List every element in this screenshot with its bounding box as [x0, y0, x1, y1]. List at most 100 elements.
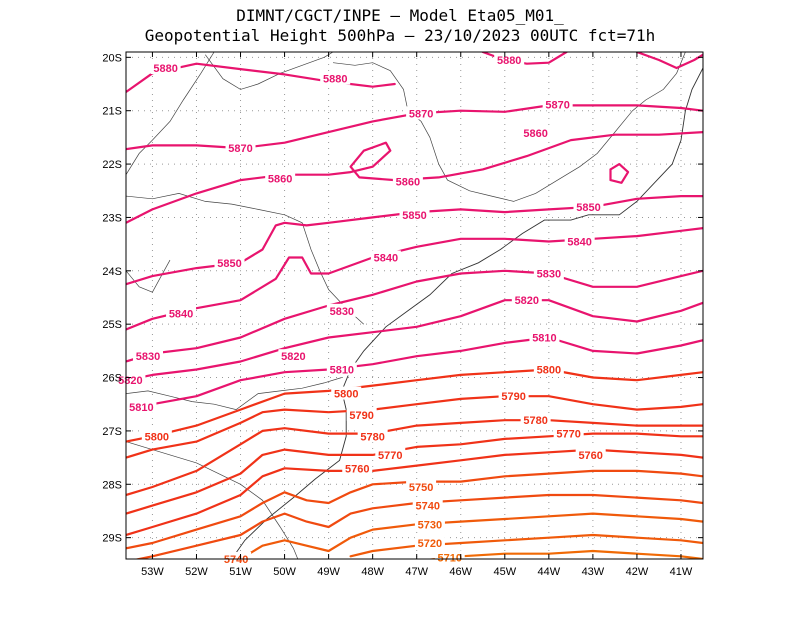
- contour-5820: [126, 299, 703, 382]
- contour-label-bg: [326, 303, 357, 317]
- contour-label-5780: 5780: [523, 415, 547, 427]
- contour-label-bg: [225, 141, 256, 155]
- contour-label-bg: [265, 171, 296, 185]
- contour-label-5840: 5840: [374, 252, 398, 264]
- contour-label-bg: [498, 389, 529, 403]
- contour-label-5830: 5830: [537, 268, 561, 280]
- contour-label-bg: [126, 399, 157, 413]
- contour-label-5870: 5870: [545, 99, 569, 111]
- lon-tick-label: 45W: [493, 566, 516, 578]
- contour-label-bg: [357, 429, 388, 443]
- contour-5860: [126, 131, 703, 224]
- geography-lines: [126, 52, 703, 559]
- contour-label-bg: [166, 306, 197, 320]
- contour-label-5800: 5800: [145, 431, 169, 443]
- contour-label-bg: [533, 362, 564, 376]
- contour-lines: [126, 52, 703, 559]
- contour-5710: [425, 549, 703, 559]
- contour-5830: [126, 269, 703, 363]
- contour-label-5740: 5740: [415, 501, 439, 513]
- contour-label-5790: 5790: [501, 391, 525, 403]
- contour-label-bg: [434, 550, 465, 564]
- contour-label-5790: 5790: [349, 410, 373, 422]
- contour-label-5860: 5860: [523, 128, 547, 140]
- contour-label-bg: [412, 498, 443, 512]
- contour-5860: [609, 163, 630, 184]
- lon-tick-label: 49W: [317, 566, 340, 578]
- contour-label-bg: [342, 461, 373, 475]
- map-title-line-1: DIMNT/CGCT/INPE — Model Eta05_M01_: [236, 6, 564, 25]
- contour-label-bg: [326, 362, 357, 376]
- contour-label-5740: 5740: [224, 554, 248, 566]
- contour-label-5770: 5770: [556, 429, 580, 441]
- contour-label-5780: 5780: [360, 431, 384, 443]
- lat-tick-label: 28S: [102, 479, 122, 491]
- state-border: [126, 259, 171, 293]
- contour-5720: [349, 533, 703, 558]
- axis-ticks: 53W 52W 51W 50W 49W 48W 47W 46W 45W 44W 43W 42W 41W 2…: [102, 52, 703, 578]
- contour-label-5840: 5840: [169, 309, 193, 321]
- state-border: [332, 52, 686, 202]
- contour-label-bg: [564, 234, 595, 248]
- contour-label-5820: 5820: [281, 351, 305, 363]
- lat-tick-label: 21S: [102, 106, 122, 118]
- lon-tick-label: 42W: [626, 566, 649, 578]
- contour-label-bg: [346, 407, 377, 421]
- contour-label-5810: 5810: [532, 333, 556, 345]
- contour-label-bg: [414, 535, 445, 549]
- lon-tick-label: 50W: [273, 566, 296, 578]
- contour-label-5800: 5800: [334, 389, 358, 401]
- contour-5760: [126, 448, 703, 537]
- lon-tick-label: 52W: [185, 566, 208, 578]
- lat-tick-label: 22S: [102, 159, 122, 171]
- contour-label-5830: 5830: [330, 306, 354, 318]
- contour-label-5710: 5710: [437, 552, 461, 564]
- contour-label-bg: [141, 429, 172, 443]
- contour-label-5880: 5880: [323, 74, 347, 86]
- contour-label-5820: 5820: [515, 295, 539, 307]
- contour-5810: [126, 336, 703, 408]
- contour-label-bg: [133, 349, 164, 363]
- contour-label-5720: 5720: [418, 538, 442, 550]
- lon-tick-label: 43W: [582, 566, 605, 578]
- lon-tick-label: 48W: [361, 566, 384, 578]
- contour-label-5840: 5840: [567, 236, 591, 248]
- lat-tick-label: 23S: [102, 212, 122, 224]
- contour-label-bg: [331, 386, 362, 400]
- contour-label-5850: 5850: [576, 202, 600, 214]
- contour-label-5830: 5830: [136, 351, 160, 363]
- contour-label-bg: [520, 126, 551, 140]
- contour-label-bg: [414, 517, 445, 531]
- contour-label-bg: [494, 53, 525, 67]
- contour-label-bg: [399, 207, 430, 221]
- lon-tick-label: 47W: [405, 566, 428, 578]
- state-border: [205, 52, 334, 90]
- contour-5780: [126, 419, 703, 497]
- contour-labels: 5880 5880 5880 5870 5870 5870 5860 5860 5860 5850…: [115, 53, 606, 566]
- contour-label-bg: [370, 250, 401, 264]
- contour-label-bg: [375, 447, 406, 461]
- map-title-line-2: Geopotential Height 500hPa — 23/10/2023 …: [144, 26, 656, 45]
- contour-label-bg: [320, 71, 351, 85]
- state-border: [126, 52, 215, 175]
- contour-label-5770: 5770: [378, 450, 402, 462]
- contour-label-bg: [575, 447, 606, 461]
- contour-5800: [126, 368, 703, 443]
- lat-tick-label: 24S: [102, 266, 122, 278]
- lon-tick-label: 41W: [670, 566, 693, 578]
- contour-label-bg: [150, 61, 181, 75]
- state-border: [126, 377, 342, 410]
- contour-label-5730: 5730: [418, 519, 442, 531]
- contour-label-5800: 5800: [537, 365, 561, 377]
- contour-label-5850: 5850: [402, 210, 426, 222]
- contour-label-bg: [533, 266, 564, 280]
- contour-5880: [635, 52, 703, 70]
- contour-label-5820: 5820: [118, 375, 142, 387]
- lat-tick-label: 27S: [102, 426, 122, 438]
- contour-label-5760: 5760: [578, 450, 602, 462]
- contour-label-5880: 5880: [153, 63, 177, 75]
- contour-label-5860: 5860: [268, 173, 292, 185]
- contour-label-bg: [406, 106, 437, 120]
- contour-label-bg: [278, 349, 309, 363]
- contour-label-5870: 5870: [409, 108, 433, 120]
